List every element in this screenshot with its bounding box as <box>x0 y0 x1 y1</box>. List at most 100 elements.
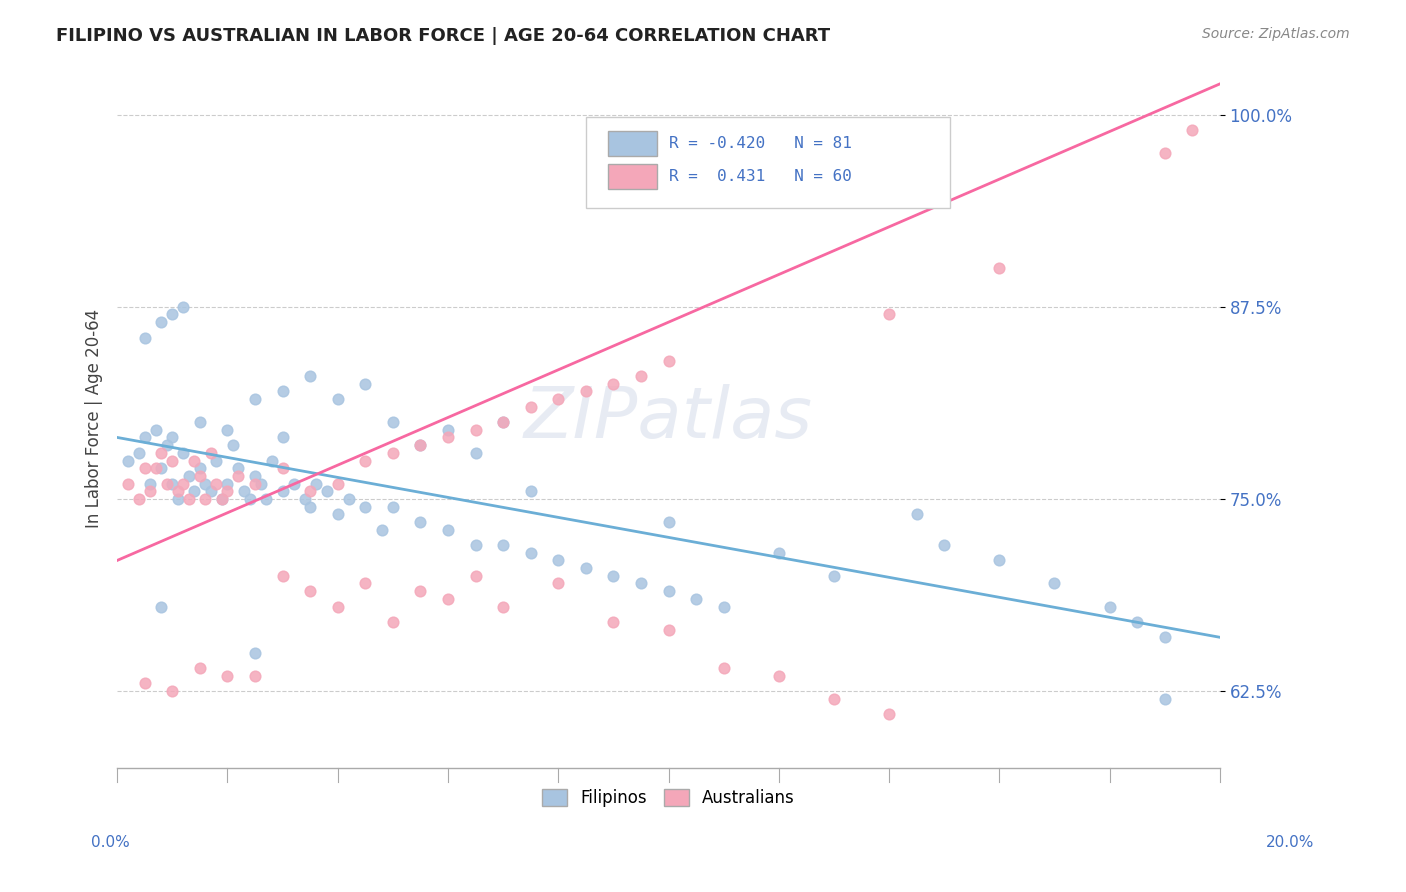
Point <box>381 415 404 429</box>
Point <box>409 438 432 452</box>
Point <box>243 646 266 660</box>
Point <box>575 561 598 575</box>
Point <box>188 661 211 675</box>
Point <box>156 476 179 491</box>
Point <box>271 461 294 475</box>
Point <box>134 330 156 344</box>
Point <box>249 476 271 491</box>
Point <box>134 461 156 475</box>
Legend: Filipinos, Australians: Filipinos, Australians <box>534 780 803 815</box>
Point <box>934 538 956 552</box>
Point <box>877 707 900 722</box>
Point <box>283 476 305 491</box>
Point <box>409 438 432 452</box>
Point <box>271 430 294 444</box>
Point <box>354 500 377 514</box>
Point <box>823 569 845 583</box>
FancyBboxPatch shape <box>586 118 949 209</box>
Point <box>254 491 277 506</box>
Point <box>437 423 460 437</box>
Point <box>492 415 515 429</box>
Point <box>381 500 404 514</box>
Point <box>409 584 432 599</box>
Point <box>988 553 1011 567</box>
Point <box>188 468 211 483</box>
Point <box>217 669 239 683</box>
Point <box>657 584 679 599</box>
Point <box>354 453 377 467</box>
Point <box>150 599 173 614</box>
Point <box>211 491 233 506</box>
Point <box>326 599 349 614</box>
FancyBboxPatch shape <box>607 164 658 189</box>
Point <box>172 446 194 460</box>
Point <box>150 461 173 475</box>
Point <box>243 468 266 483</box>
Text: Source: ZipAtlas.com: Source: ZipAtlas.com <box>1202 27 1350 41</box>
Point <box>162 430 184 444</box>
Point <box>437 523 460 537</box>
Point <box>177 491 200 506</box>
Point <box>183 484 205 499</box>
Text: R = -0.420   N = 81: R = -0.420 N = 81 <box>668 136 852 151</box>
Text: ZIPatlas: ZIPatlas <box>524 384 813 453</box>
Point <box>905 508 928 522</box>
Text: 20.0%: 20.0% <box>1267 836 1315 850</box>
Point <box>217 484 239 499</box>
Point <box>713 599 735 614</box>
Text: 0.0%: 0.0% <box>91 836 131 850</box>
Point <box>299 368 322 383</box>
Point <box>877 308 900 322</box>
Point <box>128 491 150 506</box>
Point <box>217 476 239 491</box>
Point <box>657 623 679 637</box>
Point <box>139 484 162 499</box>
Point <box>233 484 256 499</box>
Point <box>464 569 486 583</box>
Point <box>519 400 541 414</box>
Point <box>134 676 156 690</box>
Point <box>162 308 184 322</box>
Point <box>305 476 328 491</box>
Point <box>162 684 184 698</box>
Point <box>166 491 188 506</box>
Point <box>156 438 179 452</box>
Point <box>768 669 790 683</box>
Point <box>823 691 845 706</box>
Point <box>381 446 404 460</box>
Point <box>657 353 679 368</box>
Point <box>1043 576 1066 591</box>
Point <box>294 491 316 506</box>
Point <box>1153 630 1175 644</box>
Text: R =  0.431   N = 60: R = 0.431 N = 60 <box>668 169 852 184</box>
Point <box>409 515 432 529</box>
Point <box>337 491 360 506</box>
Point <box>371 523 394 537</box>
Point <box>492 538 515 552</box>
Point <box>657 515 679 529</box>
Point <box>437 591 460 606</box>
Point <box>222 438 245 452</box>
Point <box>200 446 222 460</box>
Point <box>575 384 598 399</box>
Point <box>326 392 349 406</box>
Point <box>194 476 217 491</box>
FancyBboxPatch shape <box>607 131 658 156</box>
Point <box>194 491 217 506</box>
Point <box>519 484 541 499</box>
Point <box>315 484 337 499</box>
Point <box>354 576 377 591</box>
Point <box>172 300 194 314</box>
Point <box>188 461 211 475</box>
Point <box>134 430 156 444</box>
Point <box>602 615 624 629</box>
Point <box>519 546 541 560</box>
Point <box>988 261 1011 276</box>
Y-axis label: In Labor Force | Age 20-64: In Labor Force | Age 20-64 <box>86 309 103 528</box>
Point <box>1181 123 1204 137</box>
Point <box>200 484 222 499</box>
Point <box>492 415 515 429</box>
Point <box>299 484 322 499</box>
Text: FILIPINO VS AUSTRALIAN IN LABOR FORCE | AGE 20-64 CORRELATION CHART: FILIPINO VS AUSTRALIAN IN LABOR FORCE | … <box>56 27 831 45</box>
Point <box>768 546 790 560</box>
